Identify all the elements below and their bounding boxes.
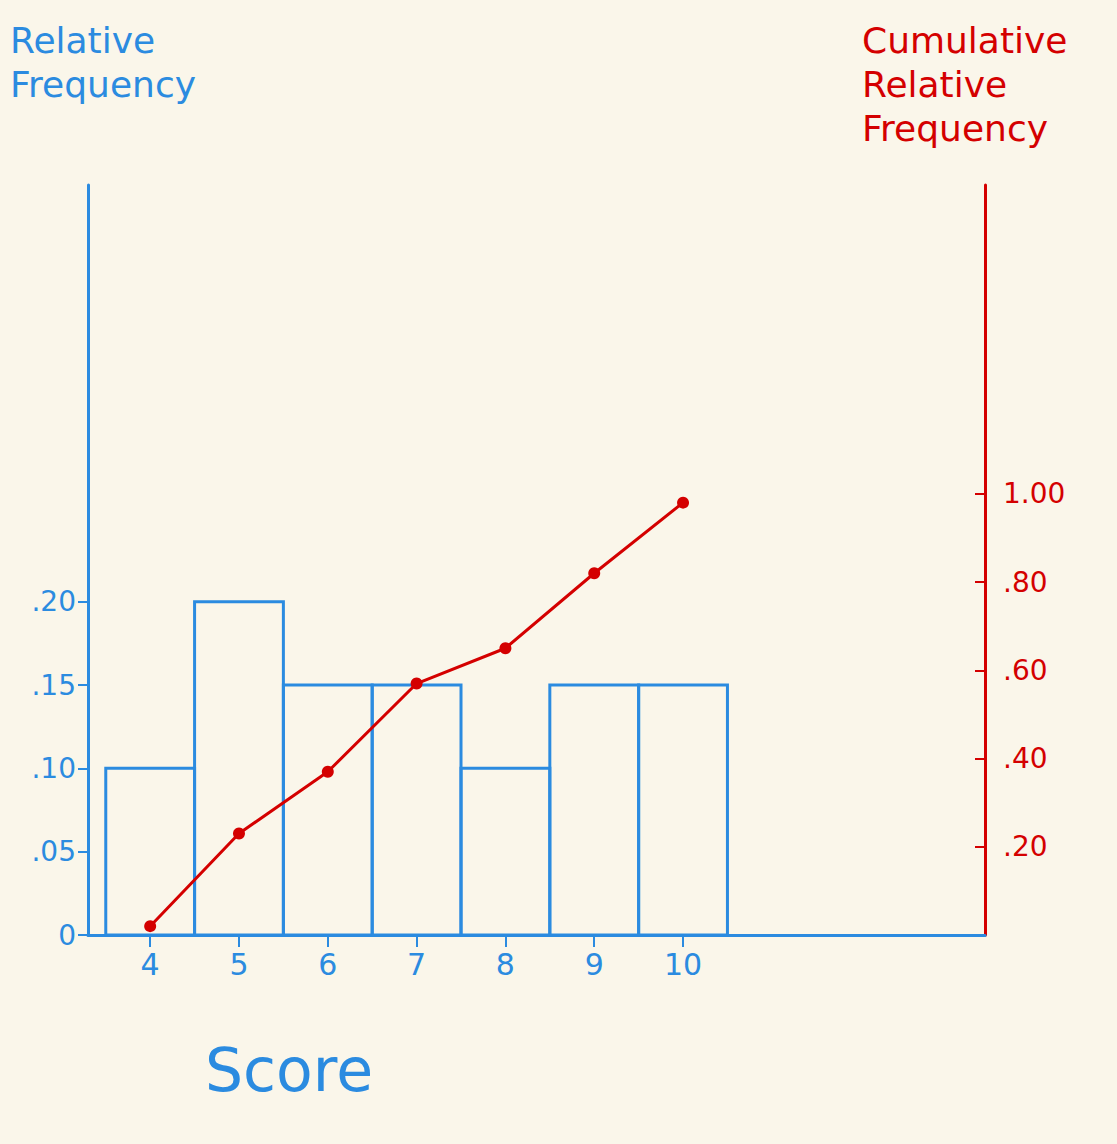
svg-text:4: 4: [141, 947, 160, 982]
svg-text:.20: .20: [31, 585, 76, 618]
svg-text:7: 7: [407, 947, 426, 982]
svg-text:9: 9: [585, 947, 604, 982]
svg-text:.05: .05: [31, 835, 76, 868]
svg-text:.40: .40: [1003, 742, 1048, 775]
svg-text:.60: .60: [1003, 654, 1048, 687]
svg-text:8: 8: [496, 947, 515, 982]
svg-text:Relative: Relative: [10, 20, 155, 61]
svg-text:.15: .15: [31, 669, 76, 702]
svg-text:Cumulative: Cumulative: [862, 20, 1067, 61]
svg-text:Frequency: Frequency: [862, 108, 1048, 149]
svg-text:.80: .80: [1003, 566, 1048, 599]
svg-text:6: 6: [318, 947, 337, 982]
svg-text:1.00: 1.00: [1003, 477, 1065, 510]
svg-text:.10: .10: [31, 752, 76, 785]
svg-text:Frequency: Frequency: [10, 64, 196, 105]
svg-text:.20: .20: [1003, 830, 1048, 863]
svg-text:5: 5: [229, 947, 248, 982]
svg-text:0: 0: [58, 919, 76, 952]
svg-text:Score: Score: [205, 1035, 373, 1105]
svg-text:10: 10: [664, 947, 702, 982]
svg-text:Relative: Relative: [862, 64, 1007, 105]
